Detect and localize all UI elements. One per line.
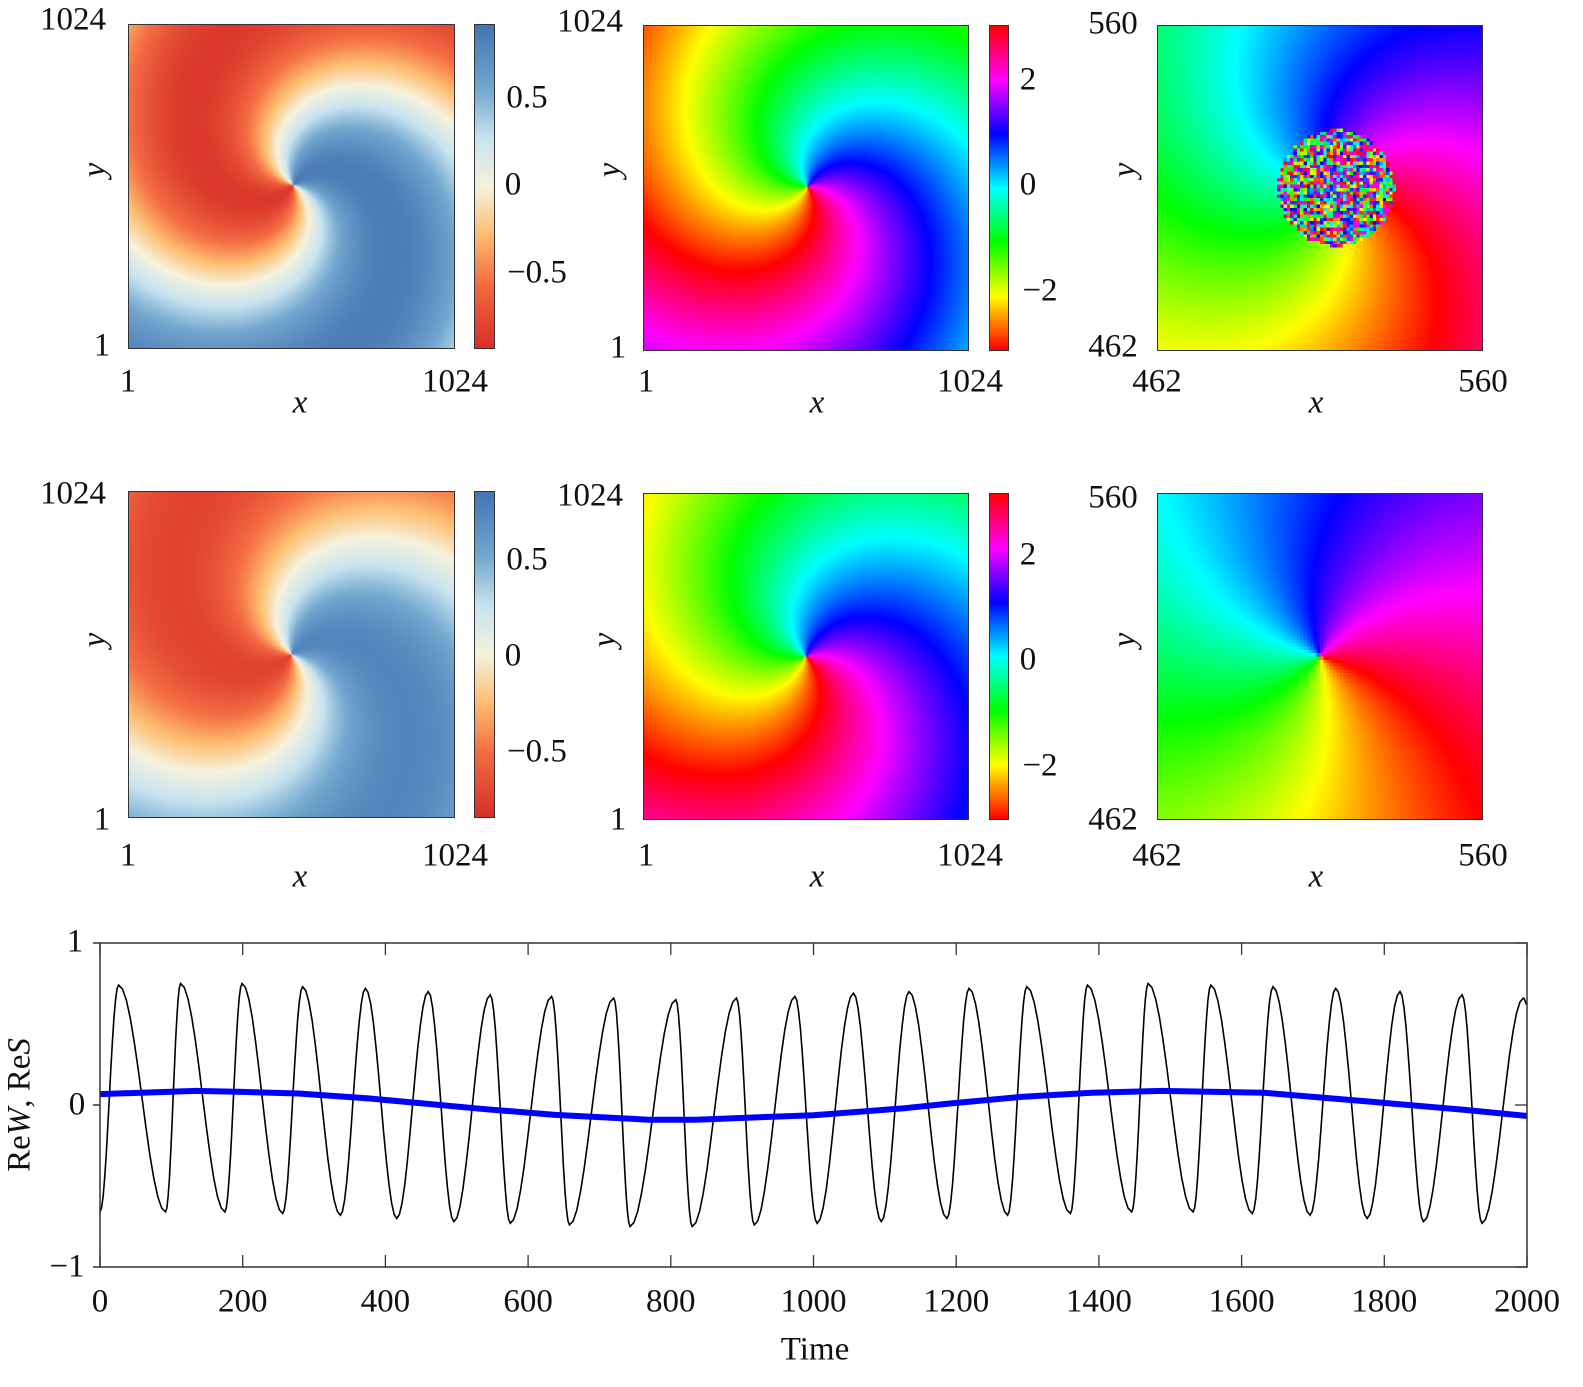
ytick-top: 1024 [40, 475, 106, 512]
colorbar-tick: 0.5 [506, 541, 548, 578]
y-axis-label-rew-res: ReW, ReS [1, 1038, 38, 1172]
xtick-label: 200 [217, 1283, 268, 1320]
xtick-label: 1000 [780, 1283, 847, 1320]
x-axis-label: x [292, 858, 308, 895]
xtick-right: 1024 [937, 837, 1003, 874]
series-rew-line [99, 981, 1528, 1228]
x-axis-label: x [292, 384, 308, 421]
xtick-label: 1600 [1208, 1283, 1275, 1320]
ytick-label: −1 [49, 1248, 85, 1285]
ytick-top: 1024 [40, 1, 106, 38]
x-axis-label: x [809, 384, 825, 421]
xtick-left: 1 [637, 363, 655, 400]
xtick-left: 1 [119, 837, 137, 874]
ytick-label: 0 [68, 1086, 86, 1123]
x-axis-label: x [1308, 858, 1324, 895]
colorbar-hsv-row1 [989, 25, 1009, 351]
colorbar-rdbu-row1 [474, 24, 495, 349]
series-res-line [99, 1087, 1528, 1123]
ytick-bottom: 1 [609, 329, 627, 366]
xtick-left: 462 [1132, 363, 1182, 400]
plot-frame [99, 942, 1528, 1268]
colorbar-tick: −2 [1022, 747, 1058, 784]
colorbar-tick: 0 [504, 637, 522, 674]
ytick-top: 1024 [557, 3, 623, 40]
x-axis-label: x [1308, 384, 1324, 421]
xtick-label: 1400 [1065, 1283, 1132, 1320]
xtick-left: 1 [119, 363, 137, 400]
xtick-label: 600 [503, 1283, 553, 1320]
colorbar-tick: −0.5 [507, 254, 567, 291]
xtick-label: 400 [360, 1283, 411, 1320]
ytick-top: 1024 [557, 477, 623, 514]
xtick-left: 1 [637, 837, 655, 874]
ylabel-part: Re [1, 1135, 38, 1172]
xtick-label: 800 [646, 1283, 696, 1320]
xtick-right: 1024 [937, 363, 1003, 400]
colorbar-tick: −2 [1022, 272, 1058, 309]
ytick-top: 560 [1088, 479, 1138, 516]
x-axis-label: x [809, 858, 825, 895]
heatmap-phase-row2 [643, 493, 969, 820]
colorbar-rdbu-row2 [474, 491, 495, 818]
heatmap-phase-zoom-row2 [1157, 493, 1483, 820]
colorbar-tick: 0 [504, 166, 522, 203]
xtick-right: 560 [1458, 363, 1508, 400]
ylabel-part: , Re [1, 1054, 38, 1108]
ytick-bottom: 1 [93, 801, 111, 838]
ytick-bottom: 1 [609, 801, 627, 838]
colorbar-tick: 2 [1019, 536, 1037, 573]
colorbar-tick: 2 [1019, 61, 1037, 98]
xtick-right: 1024 [422, 363, 488, 400]
xtick-right: 1024 [422, 837, 488, 874]
xtick-left: 462 [1132, 837, 1182, 874]
colorbar-tick: 0 [1019, 166, 1037, 203]
ytick-bottom: 462 [1088, 328, 1138, 365]
xtick-label: 1200 [923, 1283, 990, 1320]
ytick-top: 560 [1088, 5, 1138, 42]
xtick-right: 560 [1458, 837, 1508, 874]
heatmap-phase-row1 [643, 25, 969, 351]
colorbar-tick: 0.5 [506, 79, 548, 116]
ylabel-part: W [1, 1107, 38, 1136]
heatmap-real-part-row1 [128, 24, 455, 349]
ytick-bottom: 1 [93, 327, 111, 364]
colorbar-tick: −0.5 [507, 733, 567, 770]
colorbar-tick: 0 [1019, 641, 1037, 678]
heatmap-real-part-row2 [128, 491, 455, 818]
xtick-label: 0 [91, 1283, 109, 1320]
xtick-label: 1800 [1351, 1283, 1418, 1320]
ytick-bottom: 462 [1088, 801, 1138, 838]
xtick-label: 2000 [1494, 1283, 1560, 1320]
colorbar-hsv-row2 [989, 493, 1009, 820]
ylabel-part: S [1, 1038, 38, 1055]
heatmap-phase-zoom-row1 [1157, 25, 1483, 351]
ytick-label: 1 [66, 923, 84, 960]
x-axis-label-time: Time [780, 1331, 850, 1368]
